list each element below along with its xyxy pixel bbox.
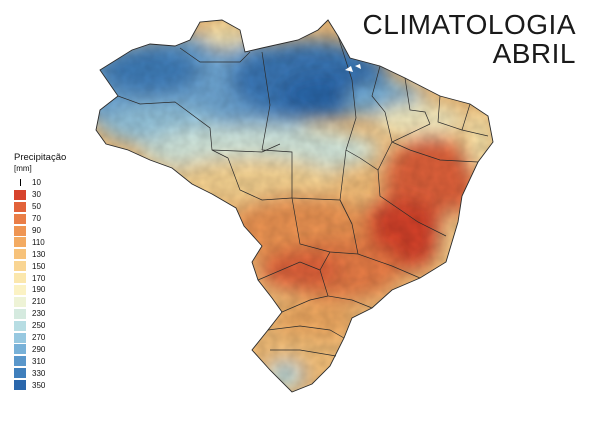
legend-item: 50: [14, 201, 66, 213]
legend-label: 330: [32, 368, 46, 378]
legend-label: 130: [32, 249, 46, 259]
legend-item: 250: [14, 320, 66, 332]
legend-label: 250: [32, 321, 46, 331]
legend-title: Precipitação: [14, 152, 67, 163]
legend-item: 150: [14, 260, 66, 272]
legend-swatch: [14, 273, 26, 284]
legend-label: 70: [32, 214, 41, 224]
legend-swatch: [14, 189, 26, 200]
legend-items: 10 30 50 70 90 110 130 150 170 190 210 230 250 270 290…: [14, 177, 66, 391]
legend-item: 350: [14, 379, 66, 391]
legend-swatch: [14, 261, 26, 272]
title-line-1: CLIMATOLOGIA: [362, 9, 576, 40]
legend-label: 30: [32, 190, 41, 200]
legend-swatch: [14, 344, 26, 355]
legend-label: 10: [32, 178, 41, 188]
state-borders: [95, 19, 494, 393]
legend-item: 190: [14, 284, 66, 296]
precipitation-field: [96, 20, 493, 392]
legend-item: 30: [14, 189, 66, 201]
legend-swatch: [20, 179, 21, 187]
legend-unit: [mm]: [14, 164, 32, 173]
legend-label: 190: [32, 285, 46, 295]
legend-label: 350: [32, 380, 46, 390]
legend-swatch: [14, 249, 26, 260]
legend-item: 210: [14, 296, 66, 308]
precipitation-legend: Precipitação [mm] 10 30 50 70 90 110 130 150 170…: [14, 152, 66, 391]
title-line-2: ABRIL: [492, 38, 576, 69]
legend-item: 10: [14, 177, 66, 189]
legend-label: 110: [32, 237, 45, 247]
legend-swatch: [14, 201, 26, 212]
legend-item: 170: [14, 272, 66, 284]
legend-label: 270: [32, 333, 46, 343]
legend-label: 210: [32, 297, 46, 307]
legend-item: 90: [14, 225, 66, 237]
legend-item: 270: [14, 332, 66, 344]
legend-swatch: [14, 356, 26, 367]
legend-swatch: [14, 213, 26, 224]
legend-item: 130: [14, 248, 66, 260]
legend-swatch: [14, 308, 26, 319]
legend-swatch: [14, 380, 26, 391]
legend-label: 50: [32, 202, 41, 212]
legend-label: 150: [32, 261, 46, 271]
legend-label: 230: [32, 309, 46, 319]
legend-label: 90: [32, 226, 41, 235]
legend-swatch: [14, 320, 26, 331]
map-title: CLIMATOLOGIA ABRIL: [363, 10, 576, 68]
legend-item: 330: [14, 367, 66, 379]
amazon-delta-islands: [345, 64, 361, 72]
legend-swatch: [14, 296, 26, 307]
legend-swatch: [14, 284, 26, 295]
legend-swatch: [14, 368, 26, 379]
legend-label: 290: [32, 344, 46, 354]
legend-label: 170: [32, 273, 46, 283]
legend-swatch: [14, 332, 26, 343]
legend-label: 310: [32, 356, 46, 366]
legend-swatch: [14, 237, 26, 248]
legend-item: 310: [14, 355, 66, 367]
legend-item: 230: [14, 308, 66, 320]
legend-swatch: [14, 225, 26, 236]
legend-item: 110: [14, 236, 66, 248]
legend-item: 70: [14, 213, 66, 225]
legend-item: 290: [14, 343, 66, 355]
